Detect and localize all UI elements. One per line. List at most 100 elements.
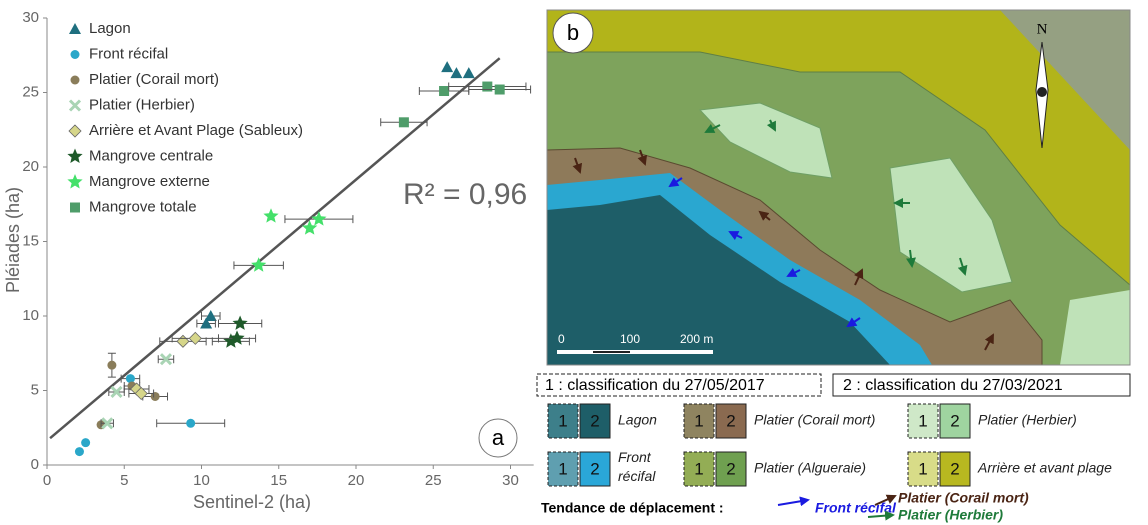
arrow <box>906 249 916 268</box>
legend-label: Front récifal <box>89 45 168 62</box>
legend-code: 2 <box>726 411 735 430</box>
legend-marker <box>69 23 81 34</box>
map: 0 100 200 m b N <box>547 10 1130 365</box>
zone-seagrass <box>889 157 1013 293</box>
panel-label: a <box>492 425 505 450</box>
legend-swatch <box>547 451 579 487</box>
x-axis-label: Sentinel-2 (ha) <box>193 492 311 512</box>
point <box>229 330 245 345</box>
legend-title: 1 : classification du 27/05/2017 <box>545 377 765 394</box>
point <box>204 310 217 321</box>
point <box>439 86 450 97</box>
point <box>134 386 148 401</box>
legend-marker <box>70 202 80 213</box>
arrow <box>668 177 683 188</box>
legend-label: Mangrove totale <box>89 198 197 215</box>
legend-label: Platier (Corail mort) <box>754 412 875 428</box>
legend-swatch <box>683 403 715 439</box>
legend-code: 2 <box>950 459 959 478</box>
point <box>107 360 117 370</box>
legend-swatch <box>715 451 747 487</box>
point <box>311 211 327 226</box>
legend-label: Mangrove externe <box>89 173 210 190</box>
annotation: R² = 0,96 <box>403 178 527 211</box>
legend-marker <box>70 50 80 59</box>
point <box>81 438 91 448</box>
legend-title: 2 : classification du 27/03/2021 <box>843 377 1063 394</box>
legend-label: Lagon <box>618 412 657 428</box>
arrow <box>728 231 743 241</box>
point <box>251 257 267 272</box>
trend-arrow <box>874 494 897 506</box>
point <box>150 391 160 401</box>
legend-marker <box>70 75 80 85</box>
trend-arrow <box>867 510 895 521</box>
panel-badge <box>552 12 594 54</box>
point <box>223 333 239 348</box>
point <box>110 385 123 399</box>
north-label: N <box>1037 21 1048 37</box>
legend-code: 1 <box>694 411 703 430</box>
x-tick-label: 30 <box>502 472 519 489</box>
legend-code: 2 <box>590 411 599 430</box>
legend-marker <box>67 148 83 163</box>
panel-label: b <box>567 20 579 45</box>
point <box>441 61 454 73</box>
point <box>125 374 135 384</box>
legend-label: Platier (Corail mort) <box>89 71 219 88</box>
legend-swatch <box>579 451 611 487</box>
trend-arrows <box>572 119 994 351</box>
zone-lagoon <box>547 195 890 365</box>
legend-code: 1 <box>558 459 567 478</box>
trend-label: Platier (Herbier) <box>898 507 1003 523</box>
y-tick-label: 30 <box>22 9 39 26</box>
point <box>302 220 318 235</box>
trendline <box>49 57 501 440</box>
legend-swatch <box>907 451 939 487</box>
legend-label: Mangrove centrale <box>89 147 213 164</box>
legend-swatch <box>907 403 939 439</box>
point <box>398 117 409 128</box>
arrow <box>766 119 776 132</box>
point <box>188 331 202 345</box>
x-tick-label: 5 <box>120 472 128 489</box>
legend-code: 1 <box>558 411 567 430</box>
y-tick-label: 15 <box>22 232 39 249</box>
legend-marker <box>67 174 83 189</box>
panel-badge <box>478 418 518 458</box>
point <box>101 417 114 430</box>
x-tick-label: 0 <box>43 472 51 489</box>
arrow <box>758 210 771 221</box>
point <box>450 67 463 79</box>
arrow <box>957 257 968 276</box>
y-tick-label: 25 <box>22 83 39 100</box>
point <box>159 353 173 366</box>
legend-label: Platier (Algueraie) <box>754 460 866 476</box>
legend-swatch <box>715 403 747 439</box>
legend-swatch <box>547 403 579 439</box>
point <box>482 81 493 92</box>
scale-label: 0 <box>558 332 565 346</box>
legend-code: 1 <box>694 459 703 478</box>
y-tick-label: 20 <box>22 158 39 175</box>
y-axis-label: Pléiades (ha) <box>3 187 23 293</box>
trend-label: Platier (Corail mort) <box>898 490 1029 506</box>
legend-box <box>536 373 822 397</box>
legend-marker <box>68 124 82 138</box>
x-tick-label: 25 <box>425 472 442 489</box>
legend-code: 2 <box>950 411 959 430</box>
point <box>462 67 475 79</box>
y-tick-label: 10 <box>22 307 39 324</box>
arrow <box>854 268 864 286</box>
legend-label: Arrière et avant plage <box>977 460 1112 476</box>
north-arrow <box>1037 87 1047 97</box>
trend-arrow <box>777 496 810 507</box>
legend-code: 1 <box>918 411 927 430</box>
point <box>176 334 190 348</box>
zone-seagrass <box>698 102 833 179</box>
x-tick-label: 10 <box>193 472 210 489</box>
legend-swatch <box>939 451 971 487</box>
x-tick-label: 20 <box>348 472 365 489</box>
